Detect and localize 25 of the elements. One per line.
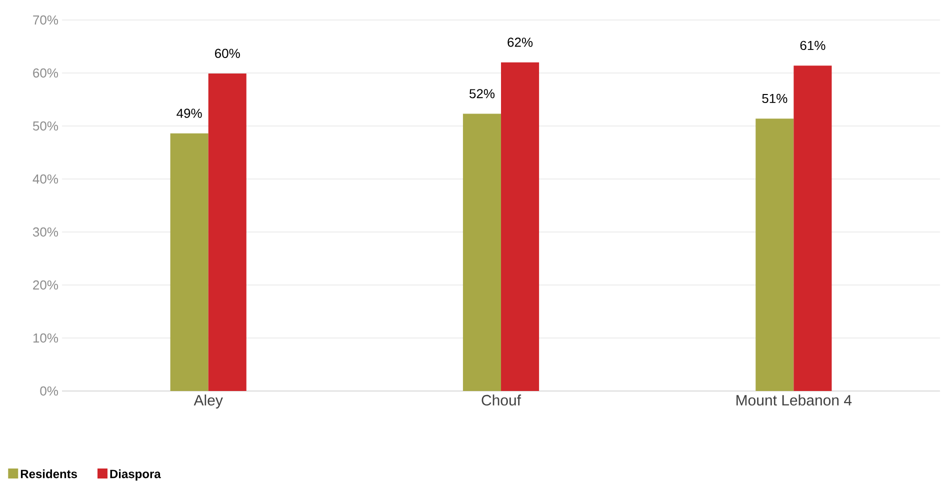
y-tick-label: 10% <box>33 334 58 343</box>
bar <box>170 134 208 392</box>
x-tick-label: Aley <box>194 394 223 409</box>
y-tick-label: 20% <box>33 280 58 290</box>
data-label: 51% <box>762 94 788 104</box>
y-tick-label: 70% <box>33 16 58 25</box>
data-label: 52% <box>469 89 495 98</box>
bar <box>208 74 246 392</box>
bar <box>794 66 832 392</box>
data-label: 49% <box>176 108 202 118</box>
data-label: 61% <box>800 41 826 50</box>
data-label: 62% <box>508 38 533 48</box>
y-tick-label: 0% <box>40 386 58 396</box>
x-tick-label: Mount Lebanon 4 <box>736 394 852 406</box>
y-tick-label: 40% <box>32 174 58 184</box>
y-tick-label: 60% <box>33 68 58 78</box>
bar <box>501 62 540 392</box>
legend-label: Residents <box>20 470 77 478</box>
y-tick-label: 30% <box>32 228 58 237</box>
bar <box>462 114 502 392</box>
legend-label: Diaspora <box>110 470 161 481</box>
bar <box>756 118 794 392</box>
y-tick-label: 50% <box>32 122 58 131</box>
x-tick-label: Chouf <box>482 394 522 406</box>
data-label: 60% <box>215 48 240 58</box>
